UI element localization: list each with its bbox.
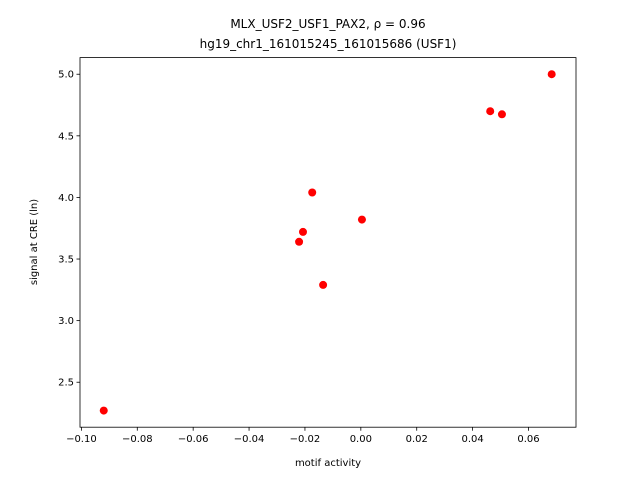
- point: [295, 237, 304, 246]
- x-tick-label: 0.00: [350, 434, 372, 445]
- y-tick-label: 4.5: [58, 131, 74, 142]
- x-tick-label: −0.06: [178, 434, 209, 445]
- point: [497, 110, 506, 119]
- x-tick-label: 0.04: [461, 434, 483, 445]
- point: [308, 188, 317, 197]
- x-tick-label: 0.06: [517, 434, 539, 445]
- x-tick-label: −0.08: [122, 434, 153, 445]
- y-tick-label: 2.5: [58, 378, 74, 389]
- point: [319, 280, 328, 289]
- chart-title: MLX_USF2_USF1_PAX2, ρ = 0.96: [230, 17, 425, 31]
- point: [357, 215, 366, 224]
- point: [99, 406, 108, 415]
- y-axis-label: signal at CRE (ln): [29, 199, 40, 285]
- x-tick-label: −0.02: [290, 434, 321, 445]
- chart-subtitle: hg19_chr1_161015245_161015686 (USF1): [200, 37, 457, 51]
- plot-frame: [79, 57, 577, 428]
- x-axis-label: motif activity: [295, 458, 361, 469]
- point: [298, 227, 307, 236]
- x-tick-label: −0.10: [66, 434, 97, 445]
- y-tick-label: 5.0: [58, 70, 74, 81]
- y-tick-label: 3.5: [58, 255, 74, 266]
- y-tick-label: 3.0: [58, 316, 74, 327]
- x-tick-label: −0.04: [234, 434, 265, 445]
- y-tick-label: 4.0: [58, 193, 74, 204]
- point: [547, 70, 556, 79]
- point: [486, 107, 495, 116]
- x-tick-label: 0.02: [406, 434, 428, 445]
